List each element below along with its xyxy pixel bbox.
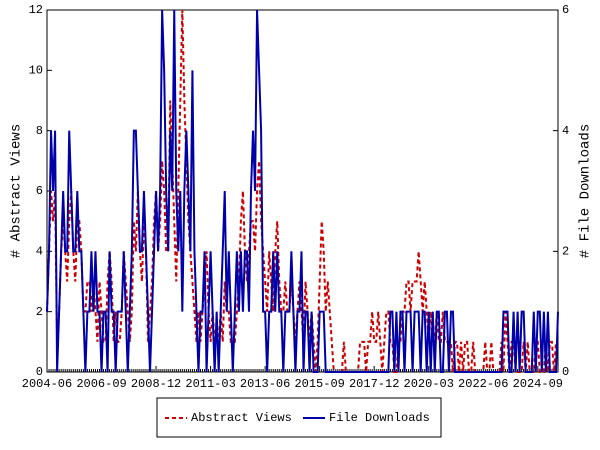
x-tick-label: 2017-12 [349,377,399,391]
y2-tick-label: 0 [562,365,569,379]
y2-axis-title: # File Downloads [578,124,594,258]
x-tick-label: 2006-09 [76,377,126,391]
y-tick-label: 6 [36,184,43,198]
data-line [46,9,559,373]
y2-tick-label: 2 [562,245,569,259]
x-tick-label: 2020-03 [404,377,454,391]
y-tick-label: 8 [36,124,43,138]
y2-tick-label: 6 [562,3,569,17]
x-tick-label: 2013-06 [240,377,290,391]
x-tick-label: 2024-09 [513,377,563,391]
y-tick-label: 12 [29,3,43,17]
y-axis-title: # Abstract Views [9,124,25,258]
legend-label: File Downloads [329,411,430,425]
y-tick-label: 0 [36,365,43,379]
x-tick-label: 2011-03 [185,377,235,391]
x-tick-label: 2008-12 [131,377,181,391]
x-tick-label: 2004-06 [22,377,72,391]
x-tick-label: 2015-09 [294,377,344,391]
data-line [46,9,558,373]
legend-label: Abstract Views [191,411,292,425]
y2-tick-label: 4 [562,124,569,138]
y-tick-label: 4 [36,245,43,259]
y-tick-label: 2 [36,305,43,319]
legend-box [156,397,442,438]
y-tick-label: 10 [29,64,43,78]
x-tick-label: 2022-06 [458,377,508,391]
